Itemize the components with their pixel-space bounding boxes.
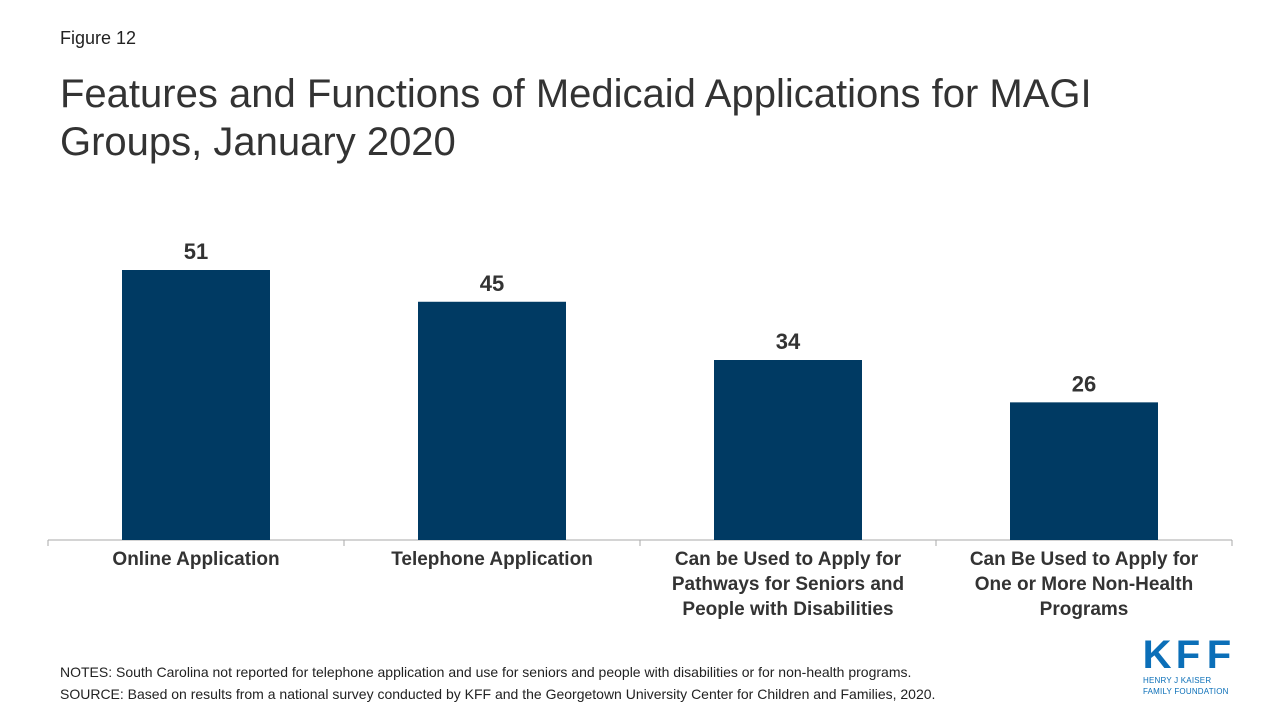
bar-chart: 51 Online Application 45 Telephone Applicat… [47,239,1233,620]
logo-letter-f2: F [1206,633,1232,677]
kff-logo: K F F HENRY J KAISER FAMILY FOUNDATION [1142,633,1235,696]
category-label: Programs [1040,599,1129,620]
source-text: SOURCE: Based on results from a national… [60,686,936,702]
logo-line2: FAMILY FOUNDATION [1143,687,1229,696]
category-label: Can be Used to Apply for [675,549,902,570]
bar-value-label: 45 [480,271,504,296]
category-label: People with Disabilities [682,599,893,620]
category-label: Online Application [112,549,279,570]
category-label: One or More Non-Health [975,574,1194,595]
bar-value-label: 34 [776,329,801,354]
category-label: Telephone Application [391,549,593,570]
bar-value-label: 51 [184,239,208,264]
logo-mark: K F F [1142,633,1235,677]
logo-letter-f1: F [1175,633,1201,677]
bar [418,301,566,540]
bar [122,270,270,540]
logo-letter-k: K [1142,633,1172,677]
logo-line1: HENRY J KAISER [1143,676,1212,685]
bar [714,360,862,540]
footnotes: NOTES: South Carolina not reported for t… [60,661,1120,705]
category-label: Pathways for Seniors and [672,574,904,595]
chart-title: Features and Functions of Medicaid Appli… [60,72,1092,164]
category-label: Can Be Used to Apply for [970,549,1199,570]
figure-label: Figure 12 [60,28,137,48]
bar-value-label: 26 [1072,371,1096,396]
notes-text: NOTES: South Carolina not reported for t… [60,664,912,680]
bar [1010,402,1158,540]
